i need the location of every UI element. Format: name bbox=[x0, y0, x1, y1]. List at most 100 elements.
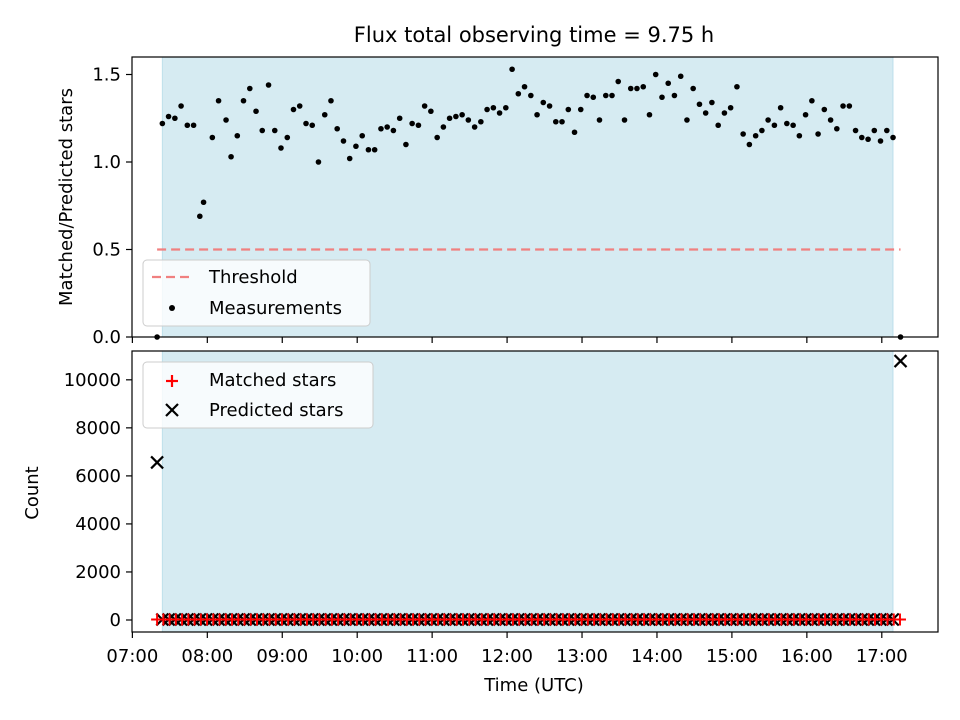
bottom-x-tick-label: 10:00 bbox=[331, 646, 383, 667]
measurement-point bbox=[415, 122, 422, 129]
top-y-tick-label: 1.5 bbox=[92, 65, 121, 86]
measurement-point bbox=[765, 117, 771, 123]
measurement-point bbox=[278, 145, 284, 151]
measurement-point bbox=[715, 122, 721, 129]
measurement-point bbox=[328, 97, 334, 104]
legend-predicted-swatch bbox=[165, 403, 179, 417]
measurement-point bbox=[228, 153, 234, 160]
measurement-point bbox=[346, 155, 353, 162]
measurement-point bbox=[759, 127, 765, 134]
measurement-point bbox=[453, 113, 459, 120]
measurement-point bbox=[200, 199, 207, 206]
bottom-legend: Matched stars Predicted stars bbox=[142, 361, 374, 429]
bottom-y-tick-label: 8000 bbox=[75, 418, 121, 439]
measurement-point bbox=[534, 111, 540, 118]
measurement-point bbox=[665, 80, 672, 87]
measurement-point bbox=[815, 131, 821, 137]
measurement-point bbox=[215, 97, 222, 104]
measurement-point bbox=[609, 92, 615, 99]
bottom-panel: 0 2000 4000 6000 8000 10000 07:00 08:00 09:00 10… bbox=[22, 350, 939, 696]
measurement-point bbox=[627, 85, 634, 92]
bottom-y-axis: 0 2000 4000 6000 8000 10000 bbox=[64, 370, 132, 631]
measurement-point bbox=[390, 127, 397, 134]
measurement-point bbox=[559, 118, 565, 125]
measurement-point bbox=[197, 213, 203, 220]
bottom-x-tick-label: 17:00 bbox=[856, 646, 908, 667]
measurement-point bbox=[378, 125, 384, 132]
measurement-point bbox=[240, 97, 247, 104]
measurement-point bbox=[721, 110, 728, 116]
measurement-point bbox=[659, 94, 665, 101]
measurement-point bbox=[552, 118, 559, 125]
measurement-point bbox=[296, 103, 303, 109]
measurement-point bbox=[634, 85, 640, 92]
measurement-point bbox=[840, 103, 846, 109]
measurement-point bbox=[790, 122, 796, 129]
measurement-point bbox=[509, 66, 515, 73]
measurement-point bbox=[471, 124, 478, 130]
chart-title: Flux total observing time = 9.75 h bbox=[354, 23, 714, 47]
top-y-tick-label: 0.0 bbox=[92, 327, 121, 348]
measurement-point bbox=[877, 138, 884, 144]
measurement-point bbox=[353, 143, 359, 150]
measurement-point bbox=[315, 159, 322, 165]
bottom-y-axis-label: Count bbox=[22, 466, 43, 519]
legend-measurements-swatch bbox=[169, 305, 175, 311]
measurement-point bbox=[165, 113, 172, 120]
measurement-point bbox=[871, 127, 878, 134]
top-y-axis: 0.0 0.5 1.0 1.5 bbox=[92, 65, 132, 348]
measurement-point bbox=[159, 120, 166, 127]
measurement-point bbox=[590, 94, 597, 101]
measurement-point bbox=[771, 122, 778, 129]
measurement-point bbox=[340, 138, 347, 144]
measurement-point bbox=[827, 117, 834, 123]
top-y-axis-label: Matched/Predicted stars bbox=[56, 88, 77, 306]
measurement-point bbox=[496, 110, 503, 116]
measurement-point bbox=[677, 73, 684, 80]
bottom-axes-frame bbox=[131, 350, 939, 633]
measurement-point bbox=[359, 132, 366, 139]
measurement-point bbox=[428, 108, 434, 115]
measurement-point bbox=[740, 131, 746, 137]
bottom-x-axis-label: Time (UTC) bbox=[483, 675, 584, 696]
legend-threshold-label: Threshold bbox=[208, 267, 298, 288]
measurement-point bbox=[671, 92, 678, 99]
measurement-point bbox=[234, 132, 241, 139]
measurement-point bbox=[409, 120, 415, 127]
measurement-point bbox=[690, 85, 696, 92]
measurement-point bbox=[640, 83, 647, 90]
bottom-x-axis: 07:00 08:00 09:00 10:00 11:00 12:00 13:00 14:00… bbox=[106, 632, 908, 667]
bottom-x-tick-label: 09:00 bbox=[256, 646, 308, 667]
bottom-x-tick-label: 07:00 bbox=[106, 646, 158, 667]
bottom-y-tick-label: 0 bbox=[110, 610, 121, 631]
measurement-point bbox=[259, 127, 266, 134]
measurement-point bbox=[752, 132, 759, 139]
measurement-point bbox=[284, 134, 291, 141]
measurement-point bbox=[365, 146, 372, 153]
predicted-star-point bbox=[893, 354, 908, 368]
measurement-point bbox=[309, 122, 316, 129]
bottom-x-tick-label: 13:00 bbox=[556, 646, 608, 667]
measurement-point bbox=[890, 134, 896, 141]
measurement-point bbox=[403, 141, 409, 148]
measurement-point bbox=[834, 125, 840, 132]
measurement-point bbox=[746, 141, 753, 148]
measurement-point bbox=[172, 115, 178, 122]
bottom-y-tick-label: 10000 bbox=[64, 370, 121, 391]
top-y-tick-label: 1.0 bbox=[92, 152, 121, 173]
measurement-point bbox=[865, 136, 871, 143]
measurement-point bbox=[223, 117, 229, 123]
measurement-point bbox=[734, 83, 740, 90]
top-panel: 0.0 0.5 1.0 1.5 Flux total observing time =… bbox=[56, 23, 939, 348]
measurement-point bbox=[802, 111, 809, 118]
bottom-x-tick-label: 08:00 bbox=[181, 646, 233, 667]
bottom-y-tick-label: 6000 bbox=[75, 466, 121, 487]
bottom-legend-box bbox=[142, 361, 374, 429]
measurement-point bbox=[702, 110, 709, 116]
measurement-point bbox=[809, 97, 815, 104]
measurement-point bbox=[271, 127, 278, 134]
measurement-point bbox=[484, 106, 490, 113]
measurement-point bbox=[528, 92, 534, 99]
counts-series bbox=[150, 354, 908, 627]
